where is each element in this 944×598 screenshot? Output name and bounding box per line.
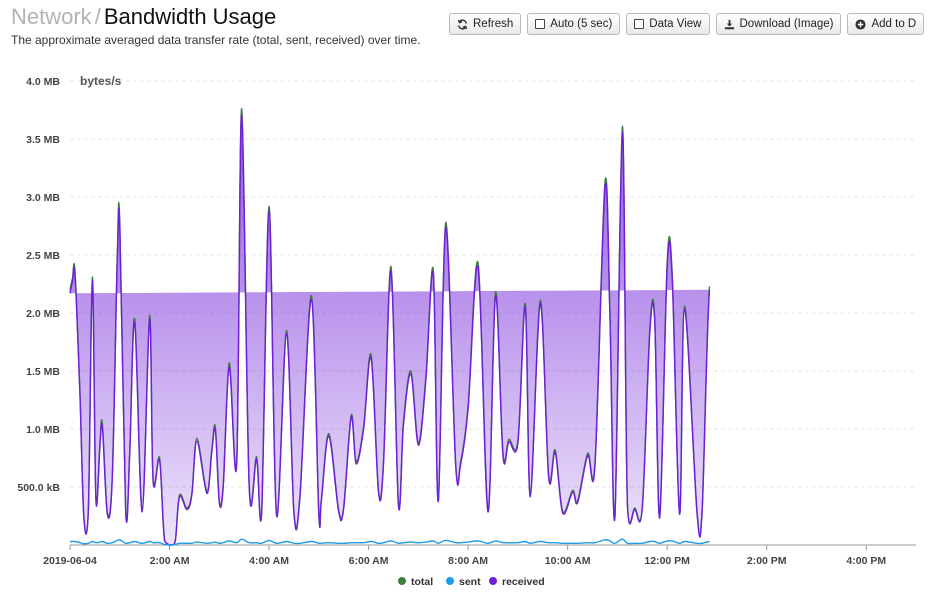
page-title-text: Bandwidth Usage — [103, 4, 277, 29]
refresh-icon — [457, 19, 468, 30]
y-tick-label: 4.0 MB — [26, 76, 60, 88]
download-image-button[interactable]: Download (Image) — [715, 13, 842, 35]
checkbox-icon — [634, 19, 645, 29]
x-tick-label: 2:00 AM — [150, 555, 190, 567]
x-tick-label: 4:00 PM — [846, 555, 886, 567]
data-view-toggle[interactable]: Data View — [626, 13, 710, 35]
legend-marker-received — [489, 577, 497, 585]
y-tick-label: 3.5 MB — [26, 134, 60, 146]
legend-marker-sent — [446, 577, 454, 585]
auto-refresh-toggle[interactable]: Auto (5 sec) — [527, 13, 621, 35]
legend-marker-total — [398, 577, 406, 585]
legend-label-total[interactable]: total — [411, 576, 433, 588]
toolbar: Refresh Auto (5 sec) Data View Download … — [449, 13, 925, 35]
plot-area — [69, 108, 711, 546]
breadcrumb-network[interactable]: Network — [11, 4, 92, 29]
y-axis-unit-label: bytes/s — [80, 74, 122, 88]
x-tick-label: 2019-06-04 — [43, 555, 97, 567]
refresh-label: Refresh — [473, 18, 514, 30]
page-header: Network / Bandwidth Usage The approximate … — [11, 4, 421, 47]
data-view-label: Data View — [649, 18, 702, 30]
received-area — [70, 114, 710, 545]
y-axis: 500.0 kB 1.0 MB 1.5 MB 2.0 MB 2.5 MB 3.0 MB 3.… — [17, 76, 60, 494]
x-tick-label: 4:00 AM — [249, 555, 289, 567]
x-tick-label: 10:00 AM — [545, 555, 591, 567]
y-tick-label: 500.0 kB — [17, 482, 60, 494]
page-title: Network / Bandwidth Usage — [11, 4, 421, 30]
page-subtitle: The approximate averaged data transfer r… — [11, 33, 421, 47]
bandwidth-chart[interactable]: 500.0 kB 1.0 MB 1.5 MB 2.0 MB 2.5 MB 3.0 MB 3.… — [0, 60, 944, 598]
auto-refresh-label: Auto (5 sec) — [550, 18, 613, 30]
plus-circle-icon — [855, 18, 867, 30]
y-tick-label: 2.5 MB — [26, 250, 60, 262]
x-tick-label: 12:00 PM — [644, 555, 690, 567]
refresh-button[interactable]: Refresh — [449, 13, 522, 35]
sent-series-line — [70, 538, 710, 546]
received-series-line — [69, 113, 711, 546]
x-tick-label: 2:00 PM — [747, 555, 787, 567]
x-tick-label: 8:00 AM — [448, 555, 488, 567]
checkbox-icon — [535, 19, 546, 29]
breadcrumb-separator: / — [94, 4, 101, 29]
add-to-dashboard-label: Add to D — [871, 18, 917, 30]
y-tick-label: 1.0 MB — [26, 424, 60, 436]
x-tick-label: 6:00 AM — [349, 555, 389, 567]
add-to-dashboard-button[interactable]: Add to D — [847, 13, 925, 35]
download-icon — [724, 19, 735, 30]
legend-label-received[interactable]: received — [502, 576, 545, 588]
y-tick-label: 1.5 MB — [26, 366, 60, 378]
download-label: Download (Image) — [739, 18, 834, 30]
y-tick-label: 3.0 MB — [26, 192, 60, 204]
chart-legend: total sent received — [398, 576, 545, 588]
legend-label-sent[interactable]: sent — [459, 576, 481, 588]
x-axis: 2019-06-04 2:00 AM 4:00 AM 6:00 AM 8:00 AM 10… — [43, 545, 886, 567]
y-tick-label: 2.0 MB — [26, 308, 60, 320]
